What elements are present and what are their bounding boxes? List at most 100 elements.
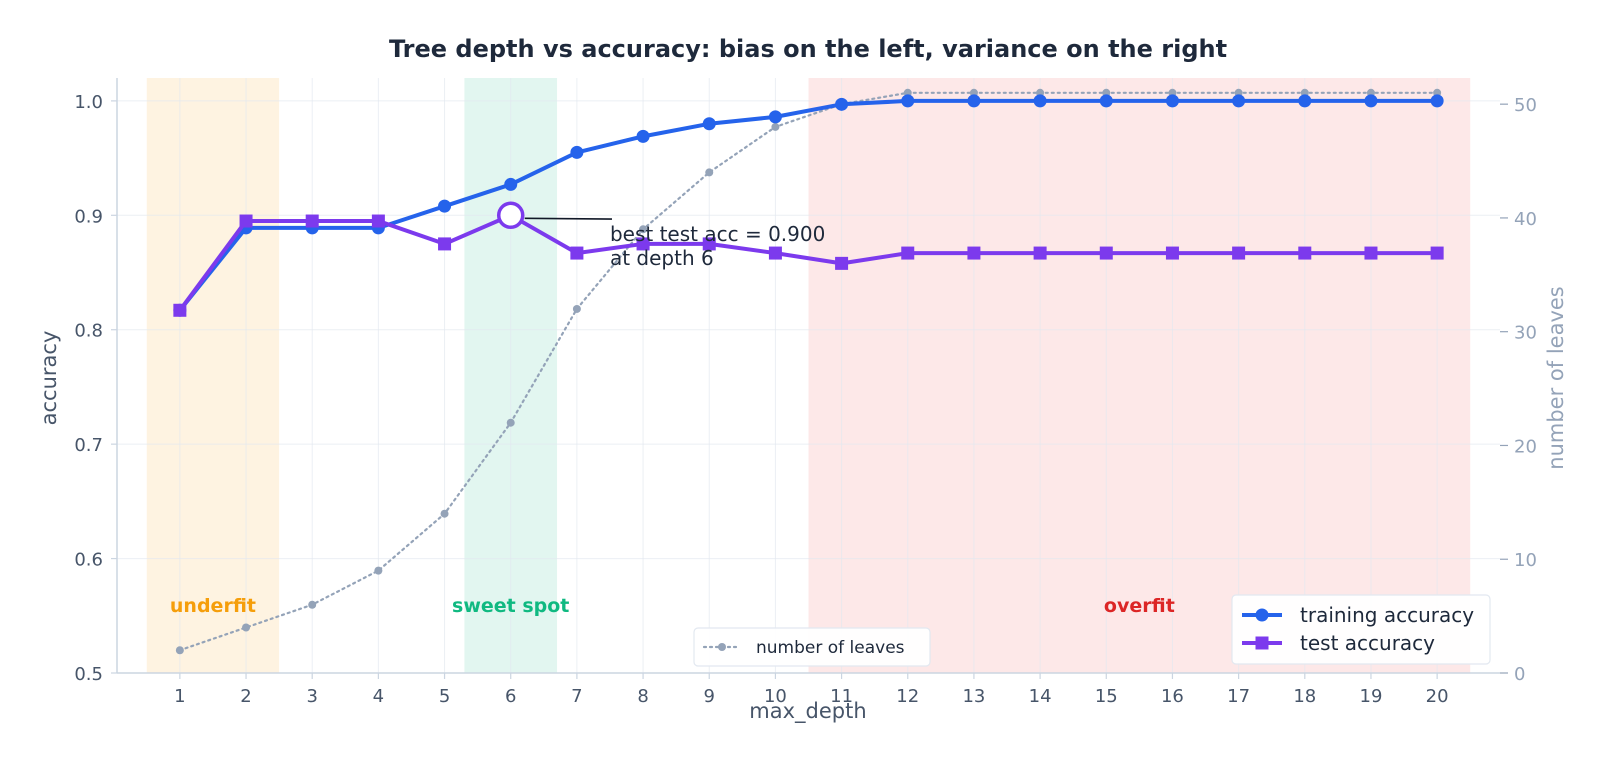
grid (117, 78, 1500, 674)
x-tick-label: 5 (439, 686, 450, 707)
legend-main-box (1231, 594, 1491, 665)
point-training-accuracy (702, 117, 716, 131)
x-tick-label: 14 (1029, 686, 1052, 707)
point-training-accuracy (1033, 94, 1047, 108)
y2-tick-label: 40 (1514, 209, 1537, 230)
point-test-accuracy (305, 214, 319, 228)
series-test-accuracy (173, 208, 1444, 317)
point-number-of-leaves (771, 122, 780, 131)
region-overfit (808, 78, 1471, 673)
legends: training accuracy test accuracy number of … (693, 594, 1491, 667)
point-training-accuracy (768, 110, 782, 124)
point-test-accuracy (702, 237, 716, 251)
point-number-of-leaves (639, 225, 648, 234)
best-test-marker (496, 201, 525, 230)
x-tick-label: 4 (373, 686, 384, 707)
annotation-text: at depth 6 (610, 246, 714, 270)
point-number-of-leaves (308, 600, 317, 609)
point-test-accuracy (636, 237, 650, 251)
point-training-accuracy (504, 177, 518, 191)
y2-tick-label: 0 (1514, 664, 1525, 685)
point-training-accuracy (901, 94, 915, 108)
point-test-accuracy (901, 246, 915, 260)
point-training-accuracy (1099, 94, 1113, 108)
y2-axis-label: number of leaves (1544, 286, 1568, 469)
point-training-accuracy (1298, 94, 1312, 108)
x-tick-label: 7 (571, 686, 582, 707)
point-test-accuracy (967, 246, 981, 260)
point-training-accuracy (835, 97, 849, 111)
legend-label: training accuracy (1300, 603, 1474, 627)
region-label-sweet-spot: sweet spot (452, 595, 569, 617)
legend-swatch-marker (1255, 608, 1269, 622)
x-tick-label: 11 (830, 686, 853, 707)
region-labels: underfit sweet spot overfit (170, 595, 1175, 617)
point-training-accuracy (967, 94, 981, 108)
line-test-accuracy (178, 213, 1438, 312)
point-training-accuracy (1165, 94, 1179, 108)
x-tick-label: 20 (1426, 686, 1449, 707)
point-number-of-leaves (705, 168, 714, 177)
point-training-accuracy (1430, 94, 1444, 108)
point-training-accuracy (438, 199, 452, 213)
line-number-of-leaves (178, 91, 1439, 652)
y2-tick-label: 10 (1514, 550, 1537, 571)
x-tick-label: 2 (240, 686, 251, 707)
x-axis-label: max_depth (749, 699, 866, 724)
point-test-accuracy (438, 237, 452, 251)
region-underfit (146, 78, 280, 673)
point-number-of-leaves (506, 418, 515, 427)
x-tick-label: 13 (962, 686, 985, 707)
point-test-accuracy (835, 256, 849, 270)
x-tick-label: 15 (1095, 686, 1118, 707)
region-label-overfit: overfit (1104, 595, 1175, 617)
x-tick-label: 10 (764, 686, 787, 707)
point-test-accuracy (1232, 246, 1246, 260)
y2-tick-label: 50 (1514, 95, 1537, 116)
point-number-of-leaves (374, 566, 383, 575)
annotation-text: best test acc = 0.900 (610, 222, 825, 246)
point-test-accuracy (1165, 246, 1179, 260)
x-tick-label: 8 (637, 686, 648, 707)
point-test-accuracy (768, 246, 782, 260)
annotation-arrow (524, 217, 612, 220)
point-test-accuracy (239, 214, 253, 228)
y-tick-label: 0.7 (74, 435, 103, 456)
point-test-accuracy (1033, 246, 1047, 260)
shaded-regions (146, 78, 1471, 673)
legend-label: test accuracy (1300, 631, 1435, 655)
point-training-accuracy (1232, 94, 1246, 108)
x-tick-label: 3 (306, 686, 317, 707)
x-tick-label: 19 (1360, 686, 1383, 707)
y-axis-label: accuracy (37, 331, 61, 426)
y-tick-label: 0.8 (74, 321, 103, 342)
point-test-accuracy (173, 303, 187, 317)
x-tick-label: 1 (174, 686, 185, 707)
point-number-of-leaves (242, 623, 251, 632)
chart-title: Tree depth vs accuracy: bias on the left… (389, 35, 1227, 63)
point-test-accuracy (1364, 246, 1378, 260)
point-training-accuracy (636, 129, 650, 143)
x-tick-label: 18 (1293, 686, 1316, 707)
point-test-accuracy (371, 214, 385, 228)
y-tick-label: 1.0 (74, 92, 103, 113)
x-tick-label: 9 (704, 686, 715, 707)
x-tick-label: 6 (505, 686, 516, 707)
legend-swatch-marker (1255, 636, 1269, 650)
y2-tick-label: 30 (1514, 323, 1537, 344)
legend-secondary-box (693, 627, 931, 667)
x-tick-label: 16 (1161, 686, 1184, 707)
point-training-accuracy (1364, 94, 1378, 108)
y-tick-label: 0.9 (74, 206, 103, 227)
point-test-accuracy (1298, 246, 1312, 260)
x-tick-label: 12 (896, 686, 919, 707)
point-number-of-leaves (572, 304, 581, 313)
point-number-of-leaves (175, 646, 184, 655)
region-label-underfit: underfit (170, 595, 256, 617)
legend-label: number of leaves (756, 638, 905, 658)
point-test-accuracy (570, 246, 584, 260)
point-number-of-leaves (440, 509, 449, 518)
axes: 1 2 3 4 5 6 7 8 9 10 11 12 13 14 15 16 17 18 19 200.50.60.7… (74, 78, 1537, 707)
